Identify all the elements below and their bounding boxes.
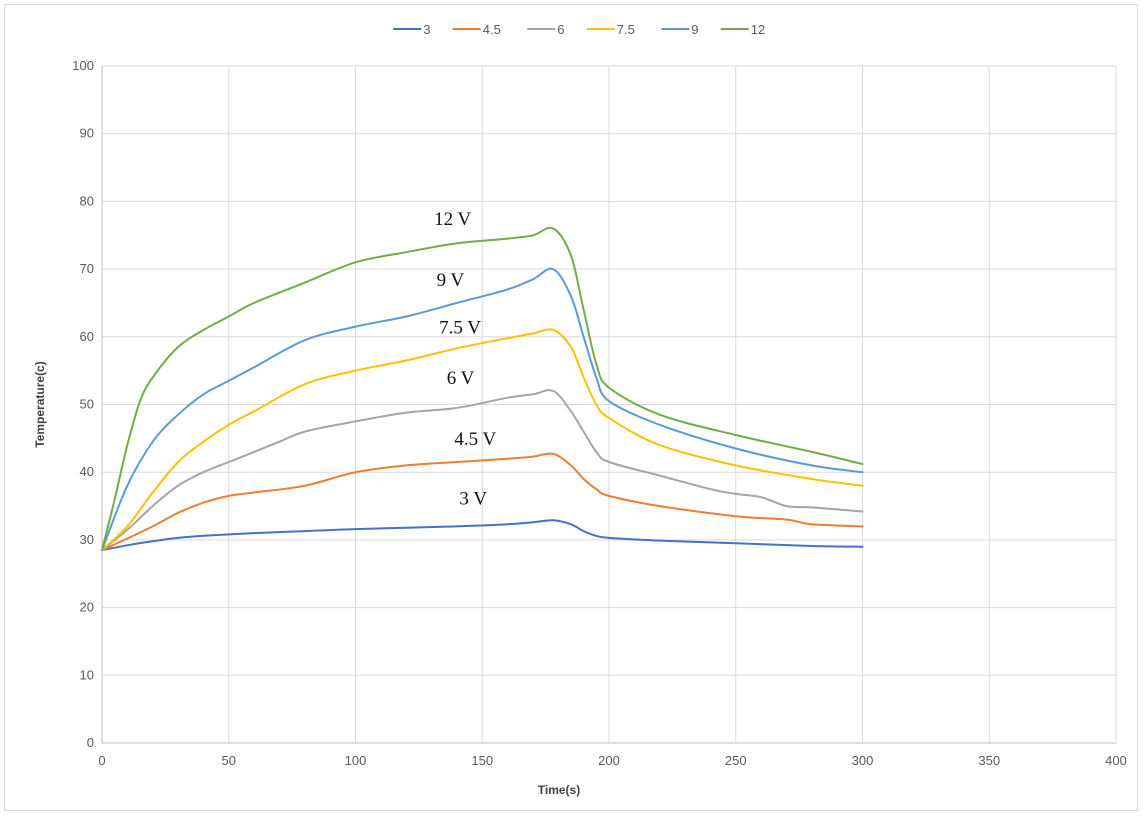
y-tick-label: 10 [80, 667, 94, 682]
voltage-label: 7.5 V [439, 317, 481, 338]
y-tick-label: 40 [80, 464, 94, 479]
legend-label: 6 [557, 22, 564, 37]
y-tick-label: 0 [87, 735, 94, 750]
y-tick-label: 100 [72, 58, 94, 73]
legend-label: 9 [691, 22, 698, 37]
series-line-12 [101, 226, 864, 552]
voltage-annotations: 12 V 9 V 7.5 V 6 V 4.5 V 3 V [434, 209, 496, 510]
y-tick-label: 20 [80, 600, 94, 615]
y-axis-title: Temperature(c) [33, 361, 47, 447]
chart-area [4, 4, 1138, 811]
voltage-label: 12 V [434, 209, 471, 230]
x-tick-label: 200 [598, 753, 620, 768]
legend-label: 3 [423, 22, 430, 37]
y-tick-label: 90 [80, 126, 94, 141]
axes: 0 10 20 30 40 50 60 70 80 90 100 0 50 100 150 200 250 300… [72, 58, 1127, 768]
legend-label: 4.5 [483, 22, 501, 37]
x-tick-label: 300 [852, 753, 874, 768]
legend-label: 7.5 [617, 22, 635, 37]
y-tick-label: 80 [80, 193, 94, 208]
x-tick-label: 100 [345, 753, 367, 768]
series-line-7-5 [101, 328, 864, 552]
x-tick-label: 400 [1105, 753, 1127, 768]
voltage-label: 9 V [437, 270, 465, 291]
y-tick-label: 60 [80, 329, 94, 344]
x-tick-label: 350 [978, 753, 1000, 768]
series-line-6 [101, 389, 864, 552]
x-axis-title: Time(s) [538, 783, 580, 797]
series-lines [101, 226, 864, 552]
voltage-label: 4.5 V [454, 429, 496, 450]
x-tick-label: 0 [98, 753, 105, 768]
x-tick-label: 50 [222, 753, 236, 768]
series-line-3 [101, 519, 864, 552]
series-line-4-5 [101, 452, 864, 552]
y-tick-label: 30 [80, 532, 94, 547]
grid [102, 65, 1117, 743]
x-tick-label: 250 [725, 753, 747, 768]
series-line-9 [101, 267, 864, 552]
legend-label: 12 [751, 22, 765, 37]
y-tick-label: 50 [80, 397, 94, 412]
y-tick-label: 70 [80, 261, 94, 276]
legend: 3 4.5 6 7.5 9 12 [393, 22, 765, 37]
voltage-label: 6 V [447, 368, 475, 389]
x-tick-label: 150 [471, 753, 493, 768]
voltage-label: 3 V [459, 489, 487, 510]
